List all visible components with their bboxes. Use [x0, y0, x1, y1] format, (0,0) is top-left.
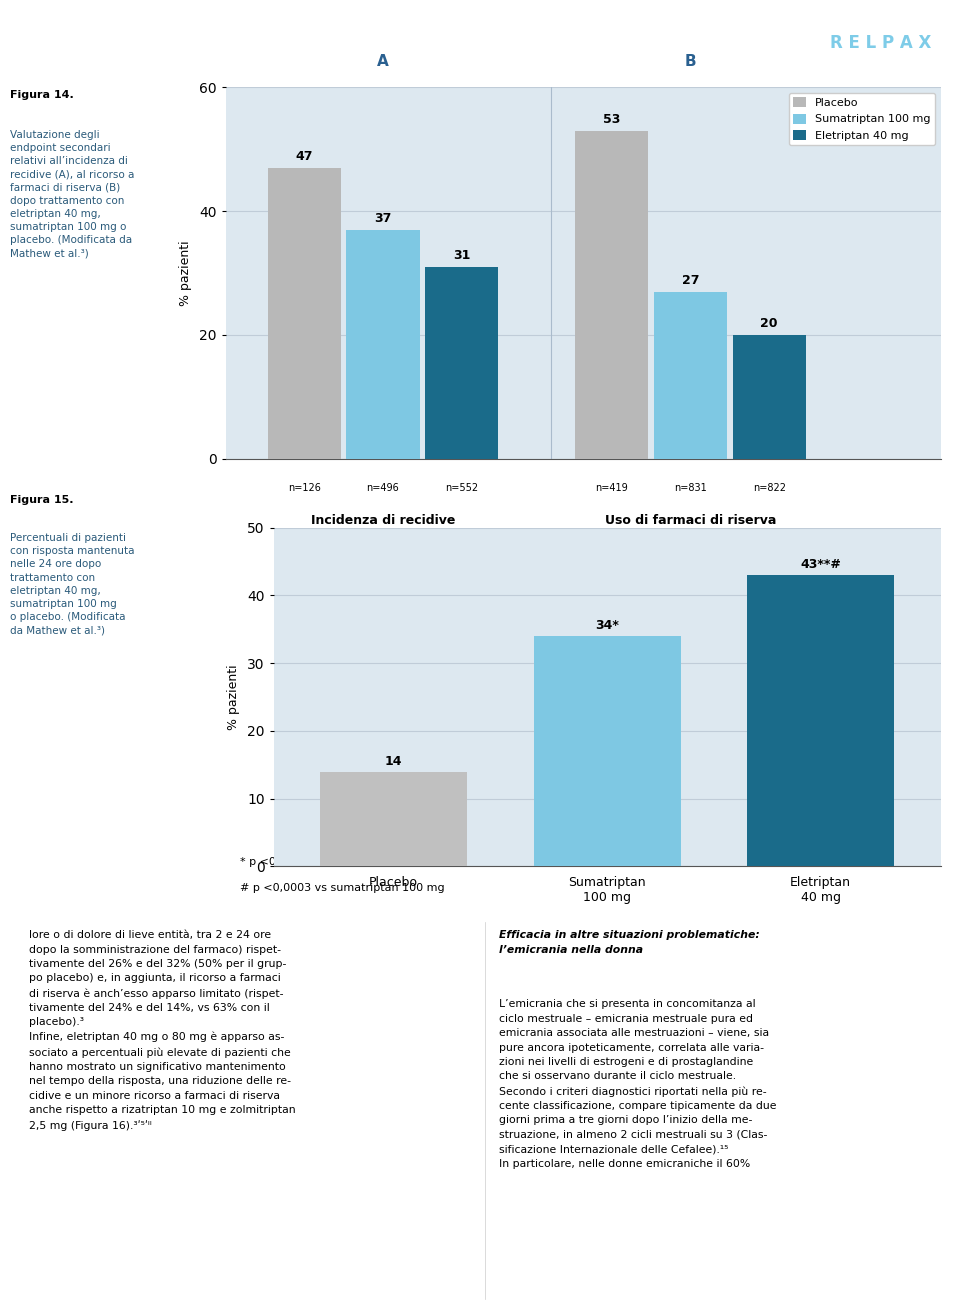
Text: 31: 31: [453, 249, 470, 262]
Text: n=126: n=126: [288, 483, 321, 494]
Text: 53: 53: [603, 112, 620, 125]
Text: 47: 47: [296, 150, 313, 163]
Text: Figura 15.: Figura 15.: [10, 495, 73, 504]
Text: Valutazione degli
endpoint secondari
relativi all’incidenza di
recidive (A), al : Valutazione degli endpoint secondari rel…: [10, 130, 134, 258]
Bar: [654, 292, 727, 459]
Text: n=552: n=552: [445, 483, 478, 494]
Bar: [268, 168, 341, 459]
Text: 43**#: 43**#: [801, 558, 841, 571]
Text: Percentuali di pazienti
con risposta mantenuta
nelle 24 ore dopo
trattamento con: Percentuali di pazienti con risposta man…: [10, 533, 134, 636]
Bar: [732, 335, 805, 459]
Text: 20: 20: [760, 317, 778, 330]
Text: n=419: n=419: [595, 483, 628, 494]
Text: 37: 37: [374, 211, 392, 224]
Text: 34*: 34*: [595, 619, 619, 632]
Bar: [747, 575, 894, 866]
Y-axis label: % pazienti: % pazienti: [179, 240, 192, 306]
Text: 14: 14: [385, 754, 402, 767]
Bar: [534, 636, 681, 866]
Text: B: B: [684, 53, 696, 69]
Text: Uso di farmaci di riserva: Uso di farmaci di riserva: [605, 515, 777, 528]
Bar: [425, 267, 498, 459]
Text: Efficacia in altre situazioni problematiche:
l’emicrania nella donna: Efficacia in altre situazioni problemati…: [499, 930, 760, 955]
Text: n=822: n=822: [753, 483, 785, 494]
Text: R E L P A X: R E L P A X: [829, 34, 931, 52]
Text: 16: 16: [29, 35, 50, 51]
Bar: [347, 229, 420, 459]
Text: 27: 27: [682, 274, 699, 287]
Text: lore o di dolore di lieve entità, tra 2 e 24 ore
dopo la somministrazione del fa: lore o di dolore di lieve entità, tra 2 …: [29, 930, 296, 1131]
Text: L’emicrania che si presenta in concomitanza al
ciclo mestruale – emicrania mestr: L’emicrania che si presenta in concomita…: [499, 999, 777, 1169]
Text: n=496: n=496: [367, 483, 399, 494]
Bar: [321, 771, 468, 866]
Bar: [575, 130, 648, 459]
Y-axis label: % pazienti: % pazienti: [227, 665, 240, 730]
Text: Incidenza di recidive: Incidenza di recidive: [311, 515, 455, 528]
Text: A: A: [377, 53, 389, 69]
Text: Figura 14.: Figura 14.: [10, 90, 73, 100]
Text: # p <0,0003 vs sumatriptan 100 mg: # p <0,0003 vs sumatriptan 100 mg: [240, 883, 444, 893]
Text: * p <0,0001 vs placebo: * p <0,0001 vs placebo: [240, 857, 371, 868]
Legend: Placebo, Sumatriptan 100 mg, Eletriptan 40 mg: Placebo, Sumatriptan 100 mg, Eletriptan …: [788, 93, 935, 145]
Text: n=831: n=831: [674, 483, 707, 494]
